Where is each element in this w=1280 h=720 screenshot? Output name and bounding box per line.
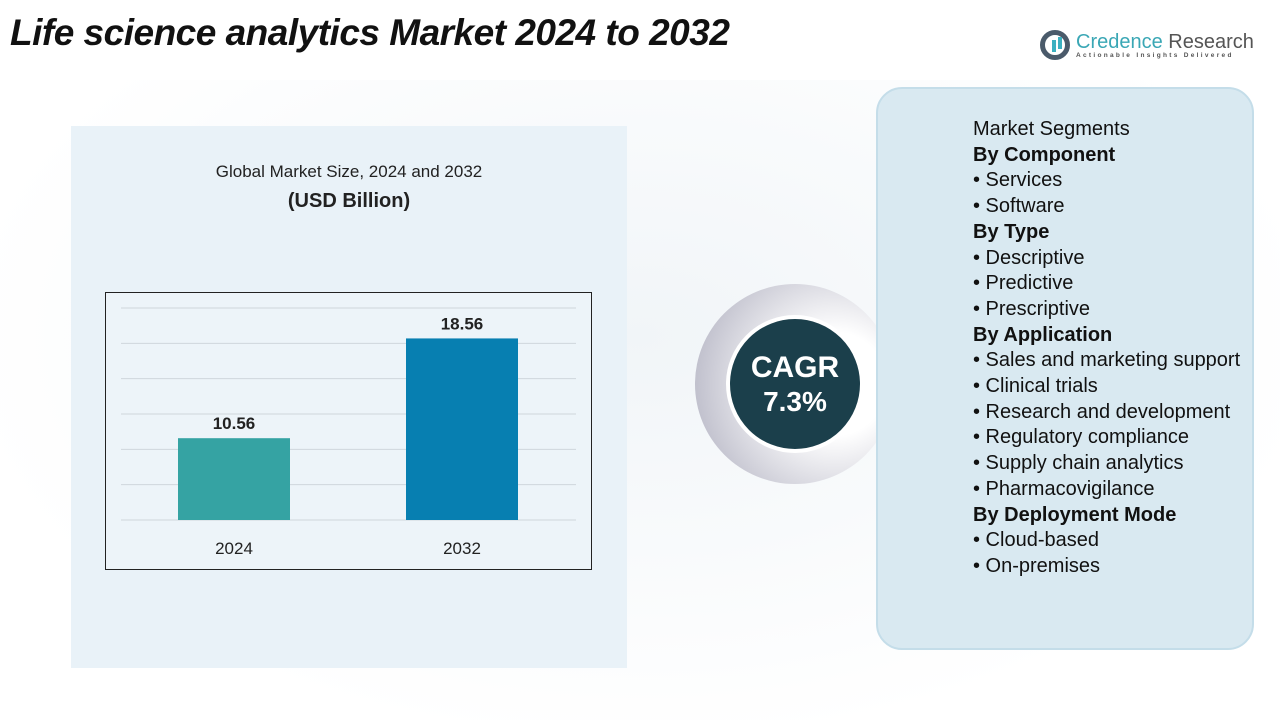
bar-chart: 10.56 2024 18.56 2032 xyxy=(105,292,592,570)
segment-item: • Descriptive xyxy=(973,246,1085,269)
bar-2032 xyxy=(406,338,518,520)
cagr-label: CAGR xyxy=(750,351,840,384)
segment-item: • Sales and marketing support xyxy=(973,349,1241,372)
segment-item: • Supply chain analytics xyxy=(973,452,1184,475)
page-title: Life science analytics Market 2024 to 20… xyxy=(10,12,730,53)
segment-item: • Regulatory compliance xyxy=(973,426,1189,449)
chart-unit: (USD Billion) xyxy=(287,190,411,212)
data-label: 18.56 xyxy=(441,314,484,333)
segments-heading: Market Segments xyxy=(973,118,1130,140)
segment-item: • On-premises xyxy=(973,554,1101,577)
segment-group-heading: By Deployment Mode xyxy=(973,503,1177,526)
cagr-badge: CAGR 7.3% xyxy=(695,284,895,484)
x-tick-label: 2024 xyxy=(215,539,253,558)
segment-item: • Cloud-based xyxy=(973,529,1099,552)
logo-name-a: Credence xyxy=(1076,30,1163,53)
x-tick-label: 2032 xyxy=(443,539,481,558)
segment-group-heading: By Type xyxy=(973,220,1050,243)
data-label: 10.56 xyxy=(213,414,256,433)
logo-name: Credence Research xyxy=(1076,32,1254,52)
logo-chart-icon xyxy=(1040,30,1070,60)
segment-item: • Prescriptive xyxy=(973,297,1091,320)
segment-item: • Services xyxy=(973,169,1063,192)
credence-research-logo: Credence Research Actionable Insights De… xyxy=(1040,30,1254,60)
segment-item: • Predictive xyxy=(973,272,1074,295)
bar-chart-svg: 10.56 2024 18.56 2032 xyxy=(121,307,576,558)
segment-item: • Research and development xyxy=(973,400,1231,423)
segment-item: • Clinical trials xyxy=(973,375,1098,398)
chart-title: Global Market Size, 2024 and 2032 xyxy=(215,162,483,181)
bar-2024 xyxy=(178,438,290,520)
market-segments-panel: Market Segments By Component • Services • … xyxy=(876,87,1254,650)
logo-name-b: Research xyxy=(1162,30,1254,53)
segment-group-heading: By Application xyxy=(973,323,1113,346)
segment-item: • Software xyxy=(973,195,1065,218)
logo-tagline: Actionable Insights Delivered xyxy=(1076,51,1234,59)
segment-item: • Pharmacovigilance xyxy=(973,477,1155,500)
segment-group-heading: By Component xyxy=(973,143,1116,166)
cagr-value: 7.3% xyxy=(763,386,827,417)
